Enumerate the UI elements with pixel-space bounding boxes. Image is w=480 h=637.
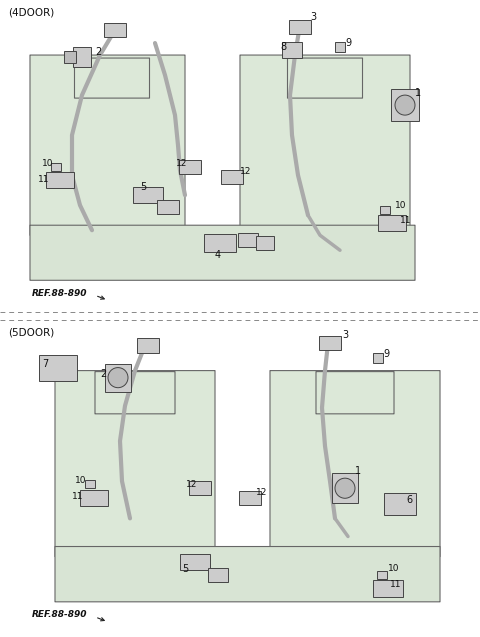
Bar [391,89,419,121]
Text: 11: 11 [400,216,411,225]
FancyBboxPatch shape [270,371,440,557]
FancyBboxPatch shape [316,371,394,414]
Bar [289,20,311,34]
Bar [378,215,406,231]
Text: 12: 12 [186,480,197,489]
FancyBboxPatch shape [95,371,175,414]
Bar [73,47,91,67]
FancyBboxPatch shape [74,58,149,98]
Text: 3: 3 [342,331,348,340]
Circle shape [335,478,355,498]
Text: 4: 4 [215,250,221,261]
Text: 10: 10 [42,159,53,168]
FancyBboxPatch shape [240,55,410,235]
Text: 12: 12 [256,488,267,497]
Text: REF.88-890: REF.88-890 [32,289,87,297]
Bar [238,233,258,247]
Text: 11: 11 [72,492,84,501]
Text: (5DOOR): (5DOOR) [8,327,54,338]
Bar [64,51,76,63]
Text: 5: 5 [182,564,188,574]
Text: 1: 1 [415,88,421,98]
Text: 10: 10 [395,201,407,210]
Text: 9: 9 [383,348,389,359]
Bar [80,490,108,506]
Text: 6: 6 [406,496,412,505]
Bar [157,200,179,214]
FancyBboxPatch shape [30,55,185,235]
Bar [335,42,345,52]
Bar [373,352,383,362]
Bar [51,163,61,171]
Circle shape [395,95,415,115]
Bar [46,172,74,188]
Text: 12: 12 [176,159,187,168]
Text: 12: 12 [240,167,252,176]
Text: 1: 1 [355,466,361,476]
Text: 10: 10 [75,476,86,485]
Text: 9: 9 [345,38,351,48]
Bar [105,364,131,392]
Text: 3: 3 [310,12,316,22]
Bar [39,355,77,381]
Bar [380,206,390,214]
Bar [180,554,210,569]
Bar [208,568,228,582]
Bar [256,236,274,250]
FancyBboxPatch shape [55,371,215,557]
Bar [384,493,416,515]
Text: 10: 10 [388,564,399,573]
Circle shape [108,368,128,388]
Bar [239,491,261,505]
Text: 8: 8 [280,42,286,52]
Text: REF.88-890: REF.88-890 [32,610,87,619]
Bar [179,160,201,174]
Bar [221,170,243,184]
Bar [133,187,163,203]
Bar [189,481,211,495]
Text: 11: 11 [38,175,49,183]
Bar [137,338,159,352]
Bar [373,580,403,598]
Text: 2: 2 [95,47,101,57]
Text: 7: 7 [42,359,48,369]
Text: 5: 5 [140,182,146,192]
Bar [319,336,341,350]
Bar [282,42,302,58]
FancyBboxPatch shape [288,58,362,98]
Bar [332,473,358,503]
Bar [85,480,95,488]
Text: 2: 2 [100,369,106,378]
FancyBboxPatch shape [30,225,415,280]
Bar [204,234,236,252]
Bar [377,571,387,578]
Bar [104,23,126,37]
Text: 11: 11 [390,580,401,589]
FancyBboxPatch shape [55,547,440,602]
Text: (4DOOR): (4DOOR) [8,7,54,17]
